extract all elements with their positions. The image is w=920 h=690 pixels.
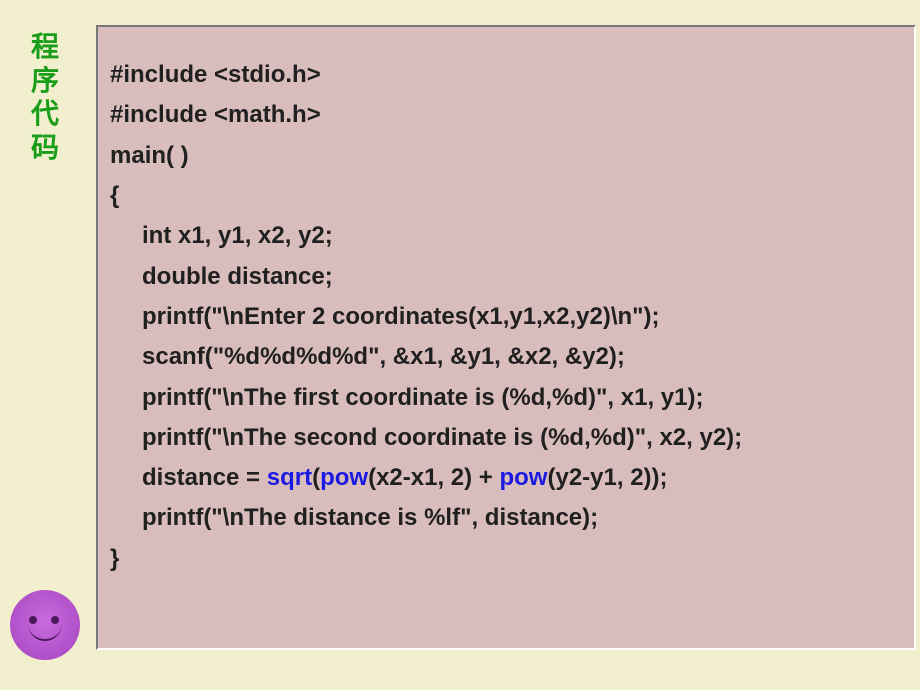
code-line: main( ) (110, 136, 904, 176)
code-line: scanf("%d%d%d%d", &x1, &y1, &x2, &y2); (110, 337, 904, 377)
smiley-eye (29, 616, 37, 624)
code-text: distance = (142, 464, 267, 491)
smiley-eye (51, 616, 59, 624)
smiley-face (10, 590, 80, 660)
slide-label: 程 序 代 码 (30, 30, 60, 164)
label-char: 代 (30, 97, 60, 131)
code-line: int x1, y1, x2, y2; (110, 216, 904, 256)
code-line: distance = sqrt(pow(x2-x1, 2) + pow(y2-y… (110, 458, 904, 498)
code-line: printf("\nThe distance is %lf", distance… (110, 498, 904, 538)
code-line: double distance; (110, 257, 904, 297)
code-line: printf("\nEnter 2 coordinates(x1,y1,x2,y… (110, 297, 904, 337)
code-text: (x2-x1, 2) + (368, 464, 499, 491)
code-text: (y2-y1, 2)); (547, 464, 667, 491)
code-keyword: pow (499, 464, 547, 491)
code-line: printf("\nThe first coordinate is (%d,%d… (110, 378, 904, 418)
code-panel: #include <stdio.h> #include <math.h> mai… (96, 25, 916, 650)
code-line: printf("\nThe second coordinate is (%d,%… (110, 418, 904, 458)
code-line: } (110, 539, 904, 579)
code-line: { (110, 176, 904, 216)
label-char: 序 (30, 64, 60, 98)
code-text: ( (312, 464, 320, 491)
code-keyword: sqrt (267, 464, 312, 491)
code-line: #include <stdio.h> (110, 55, 904, 95)
smiley-icon (10, 590, 80, 660)
code-line: #include <math.h> (110, 95, 904, 135)
label-char: 码 (30, 131, 60, 165)
smiley-mouth (28, 624, 62, 641)
label-char: 程 (30, 30, 60, 64)
code-keyword: pow (320, 464, 368, 491)
